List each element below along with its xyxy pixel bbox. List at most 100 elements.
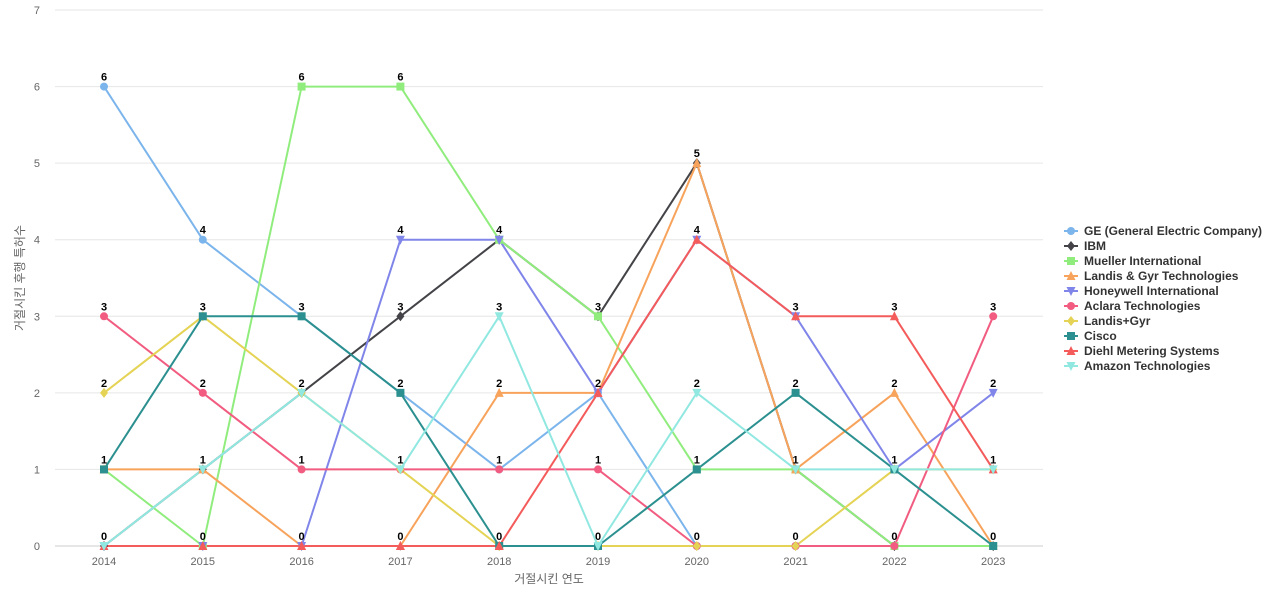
data-point-landis-gyr-technologies [494,387,504,397]
legend-item-cisco[interactable]: Cisco [1064,329,1117,343]
data-point-mueller-international [396,82,405,91]
x-tick-label: 2018 [487,556,511,568]
data-point-aclara-technologies [594,465,602,474]
data-point-cisco [100,465,108,474]
data-point-amazon-technologies [988,465,998,475]
x-tick-label: 2014 [92,556,116,568]
data-point-landis-gyr [692,541,701,551]
data-label: 3 [990,301,996,313]
data-label: 1 [101,454,107,466]
data-label: 2 [891,378,897,390]
data-label: 2 [101,378,107,390]
legend-item-diehl-metering-systems[interactable]: Diehl Metering Systems [1064,344,1220,358]
legend-item-landis-gyr-technologies[interactable]: Landis & Gyr Technologies [1064,269,1239,283]
legend-item-ge-general-electric-company[interactable]: GE (General Electric Company) [1064,224,1262,238]
y-tick-label: 6 [34,82,40,94]
data-label: 4 [694,225,701,237]
data-label: 5 [694,148,700,160]
data-point-landis-gyr [100,387,108,398]
data-point-diehl-metering-systems [494,541,504,550]
legend-label: Aclara Technologies [1084,299,1201,313]
data-point-cisco [989,542,998,550]
legend-label: GE (General Electric Company) [1084,224,1262,238]
x-axis-title: 거절시킨 연도 [514,572,584,586]
x-tick-label: 2019 [586,556,610,568]
legend-swatch-marker [1067,227,1075,235]
legend-label: Diehl Metering Systems [1084,344,1220,358]
legend: GE (General Electric Company)IBMMueller … [1064,224,1262,373]
legend-swatch-marker [1066,362,1076,371]
legend-label: Landis & Gyr Technologies [1084,269,1239,283]
legend-item-honeywell-international[interactable]: Honeywell International [1064,284,1219,298]
data-label: 1 [793,454,799,466]
legend-swatch-marker [1066,287,1076,296]
data-label: 3 [299,301,305,313]
data-point-diehl-metering-systems [198,541,208,550]
y-tick-label: 5 [34,158,40,170]
data-label: 1 [397,454,403,466]
legend-swatch-marker [1067,332,1075,340]
x-tick-label: 2021 [783,556,807,568]
data-label: 3 [793,301,799,313]
data-point-mueller-international [297,82,306,91]
legend-item-ibm[interactable]: IBM [1064,239,1106,253]
data-label: 0 [793,531,799,543]
data-label: 1 [694,454,700,466]
data-label: 0 [101,531,107,543]
data-point-honeywell-international [988,388,998,398]
data-label: 0 [595,531,601,543]
x-tick-label: 2016 [289,556,313,568]
data-label: 2 [990,378,996,390]
series-line-ibm [103,162,995,547]
data-label: 6 [299,72,305,84]
data-point-ibm [396,311,405,322]
data-label: 4 [200,225,207,237]
data-label: 3 [101,301,107,313]
legend-item-aclara-technologies[interactable]: Aclara Technologies [1064,299,1201,313]
data-point-diehl-metering-systems [791,311,801,321]
series-lines [103,85,995,547]
data-label: 0 [990,531,996,543]
data-label: 4 [496,225,503,237]
legend-swatch-marker [1067,257,1075,265]
y-tick-label: 0 [34,541,40,553]
data-point-amazon-technologies [395,465,405,475]
legend-item-amazon-technologies[interactable]: Amazon Technologies [1064,359,1211,373]
data-labels: 6 3 2 1 0 4 3 2 1 0 6 3 2 1 0 6 4 3 2 1 0 4 3 2 1 0 3 2 1 0 5 4 2 1 0 3 2 1 0 3… [101,72,996,543]
data-point-amazon-technologies [889,465,899,475]
data-label: 1 [990,454,996,466]
legend-swatch-marker [1067,316,1075,326]
y-axis-title: 거절시킨 후행 특허수 [12,225,27,331]
data-point-diehl-metering-systems [692,234,702,244]
data-point-aclara-technologies [495,465,504,474]
data-point-diehl-metering-systems [593,387,603,397]
series-line-landis-gyr-technologies [103,162,995,547]
legend-swatch-marker [1066,346,1076,355]
data-label: 0 [694,531,700,543]
data-label: 3 [891,301,897,313]
data-point-cisco [791,388,800,397]
legend-swatch-marker [1067,241,1075,251]
data-label: 3 [595,301,601,313]
legend-label: Cisco [1084,329,1117,343]
data-label: 0 [299,531,305,543]
legend-item-landis-gyr[interactable]: Landis+Gyr [1064,314,1151,328]
legend-swatch-marker [1067,302,1075,310]
data-label: 1 [299,454,305,466]
series-line-diehl-metering-systems [103,238,995,547]
legend-label: Honeywell International [1084,284,1219,298]
data-label: 0 [496,531,502,543]
data-point-amazon-technologies [297,388,307,398]
legend-item-mueller-international[interactable]: Mueller International [1064,254,1201,268]
data-point-amazon-technologies [198,465,208,475]
legend-label: IBM [1084,239,1106,253]
data-point-landis-gyr [791,541,800,551]
data-point-cisco [396,388,405,397]
y-axis-ticks: 0 1 2 3 4 5 6 7 [34,5,40,553]
data-point-landis-gyr-technologies [889,387,899,397]
data-label: 6 [101,72,107,84]
legend-swatch-marker [1066,271,1076,280]
data-point-cisco [692,465,701,474]
data-label: 3 [397,301,403,313]
data-label: 2 [694,378,700,390]
